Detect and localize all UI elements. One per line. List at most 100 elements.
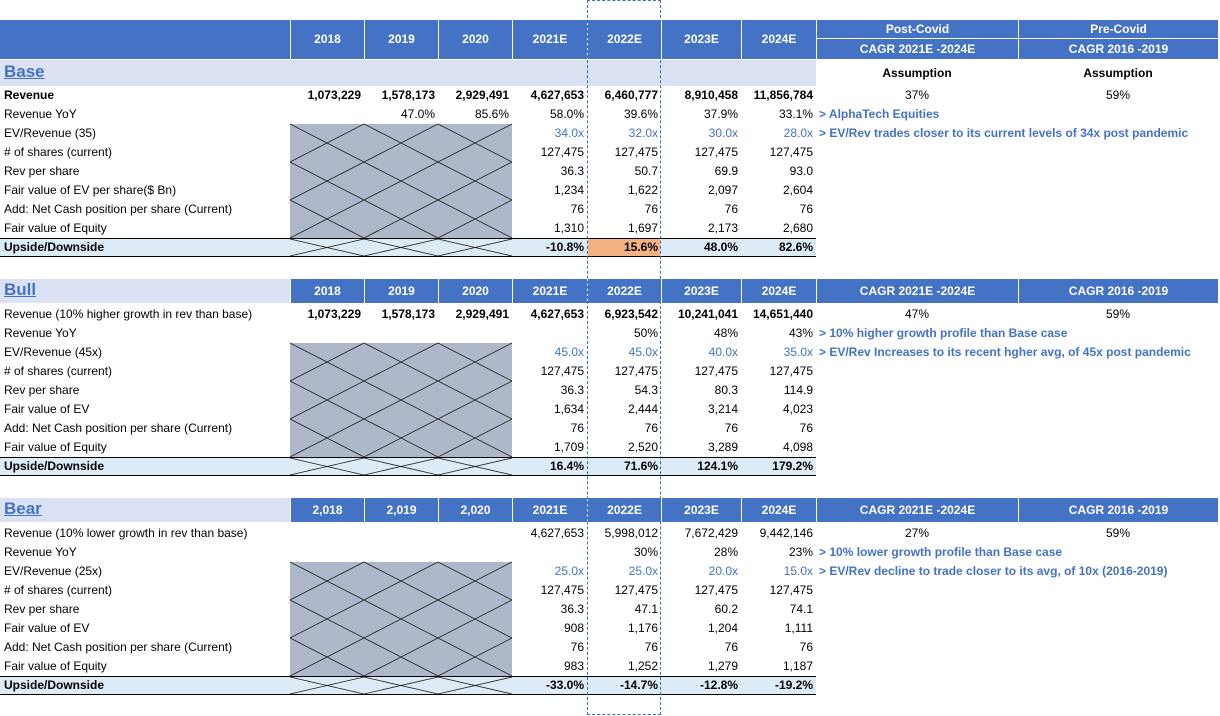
post-covid-cagr-value: 27% bbox=[904, 526, 930, 540]
post-covid-cagr-value: 47% bbox=[904, 307, 930, 321]
row-label: Add: Net Cash position per share (Curren… bbox=[4, 640, 233, 654]
table-cell bbox=[290, 381, 364, 400]
table-cell bbox=[290, 362, 364, 381]
table-cell: 2,604 bbox=[782, 183, 813, 197]
base-title-band bbox=[0, 60, 816, 86]
table-cell: 76 bbox=[799, 640, 813, 654]
year-header: 2019 bbox=[364, 279, 438, 303]
table-cell: 47.0% bbox=[400, 107, 435, 121]
table-cell bbox=[364, 457, 438, 476]
post-covid-cagr-label: CAGR 2021E -2024E bbox=[816, 39, 1018, 59]
table-cell: 983 bbox=[563, 659, 584, 673]
table-cell bbox=[364, 543, 438, 562]
table-cell bbox=[364, 400, 438, 419]
table-cell: 127,475 bbox=[614, 364, 658, 378]
row-label: Revenue (10% lower growth in rev than ba… bbox=[4, 526, 248, 540]
table-cell bbox=[438, 619, 512, 638]
table-cell: 40.0x bbox=[708, 345, 738, 359]
table-cell: 82.6% bbox=[778, 240, 813, 254]
table-cell: 1,709 bbox=[553, 440, 584, 454]
table-cell bbox=[364, 600, 438, 619]
table-cell: 30.0x bbox=[708, 126, 738, 140]
table-cell bbox=[364, 219, 438, 238]
table-cell: 5,998,012 bbox=[604, 526, 658, 540]
year-header: 2,019 bbox=[364, 498, 438, 522]
table-cell: 69.9 bbox=[714, 164, 738, 178]
table-cell: 8,910,458 bbox=[684, 88, 738, 102]
table-cell: 127,475 bbox=[694, 583, 738, 597]
pre-covid-cagr-value: 59% bbox=[1105, 526, 1131, 540]
table-cell: 32.0x bbox=[628, 126, 658, 140]
table-cell: 14,651,440 bbox=[752, 307, 813, 321]
table-cell bbox=[290, 124, 364, 143]
table-cell: 1,073,229 bbox=[307, 88, 361, 102]
table-cell bbox=[512, 543, 587, 562]
table-cell: 48.0% bbox=[703, 240, 738, 254]
post-covid-cagr-label: CAGR 2021E -2024E bbox=[816, 279, 1018, 303]
row-label: Revenue bbox=[4, 88, 55, 102]
year-header: 2,020 bbox=[438, 498, 512, 522]
table-cell: 28% bbox=[713, 545, 738, 559]
table-cell: 43% bbox=[788, 326, 813, 340]
table-cell: 1,634 bbox=[553, 402, 584, 416]
table-cell: 2,444 bbox=[627, 402, 658, 416]
table-cell: 1,622 bbox=[627, 183, 658, 197]
table-cell: -33.0% bbox=[545, 678, 584, 692]
table-cell bbox=[438, 581, 512, 600]
table-cell bbox=[438, 238, 512, 257]
table-cell bbox=[364, 638, 438, 657]
row-label: Fair value of Equity bbox=[4, 440, 107, 454]
row-label: Upside/Downside bbox=[4, 459, 105, 473]
table-cell: -14.7% bbox=[619, 678, 658, 692]
table-cell: 33.1% bbox=[778, 107, 813, 121]
table-cell: 4,098 bbox=[782, 440, 813, 454]
year-header: 2023E bbox=[661, 498, 741, 522]
table-cell: 39.6% bbox=[623, 107, 658, 121]
row-label: Revenue YoY bbox=[4, 545, 77, 559]
table-cell bbox=[364, 419, 438, 438]
table-cell bbox=[364, 438, 438, 457]
table-cell: 76 bbox=[799, 202, 813, 216]
table-cell: 76 bbox=[570, 640, 584, 654]
table-cell: 50.7 bbox=[634, 164, 658, 178]
year-header: 2022E bbox=[587, 498, 661, 522]
table-cell bbox=[438, 362, 512, 381]
table-cell: 60.2 bbox=[714, 602, 738, 616]
table-cell: 1,279 bbox=[707, 659, 738, 673]
table-cell bbox=[438, 343, 512, 362]
table-cell: 127,475 bbox=[540, 145, 584, 159]
table-cell bbox=[438, 124, 512, 143]
year-header: 2021E bbox=[512, 20, 587, 59]
assumption-note: > 10% higher growth profile than Base ca… bbox=[819, 326, 1068, 340]
table-cell: -10.8% bbox=[545, 240, 584, 254]
assumption-note: > AlphaTech Equities bbox=[819, 107, 940, 121]
table-cell: 4,023 bbox=[782, 402, 813, 416]
table-cell bbox=[290, 419, 364, 438]
table-cell: 1,578,173 bbox=[381, 307, 435, 321]
table-cell: 7,672,429 bbox=[684, 526, 738, 540]
table-cell: 45.0x bbox=[554, 345, 584, 359]
table-cell: 25.0x bbox=[554, 564, 584, 578]
table-cell bbox=[364, 581, 438, 600]
table-cell: 127,475 bbox=[694, 145, 738, 159]
table-cell: 48% bbox=[713, 326, 738, 340]
table-cell: 1,204 bbox=[707, 621, 738, 635]
table-cell: 2,929,491 bbox=[455, 307, 509, 321]
table-cell bbox=[364, 162, 438, 181]
table-cell: 127,475 bbox=[540, 364, 584, 378]
year-header: 2019 bbox=[364, 20, 438, 59]
base-assumption-label: Assumption bbox=[882, 66, 952, 80]
row-label: EV/Revenue (45x) bbox=[4, 345, 103, 359]
table-cell bbox=[364, 524, 438, 543]
table-cell: 908 bbox=[563, 621, 584, 635]
table-cell: 1,310 bbox=[553, 221, 584, 235]
table-cell bbox=[290, 343, 364, 362]
row-label: Add: Net Cash position per share (Curren… bbox=[4, 421, 233, 435]
table-cell bbox=[290, 105, 364, 124]
table-cell bbox=[438, 181, 512, 200]
table-cell: 2,520 bbox=[627, 440, 658, 454]
year-header: 2020 bbox=[438, 20, 512, 59]
table-cell: 10,241,041 bbox=[677, 307, 738, 321]
table-cell: 50% bbox=[633, 326, 658, 340]
table-cell: 4,627,653 bbox=[530, 307, 584, 321]
